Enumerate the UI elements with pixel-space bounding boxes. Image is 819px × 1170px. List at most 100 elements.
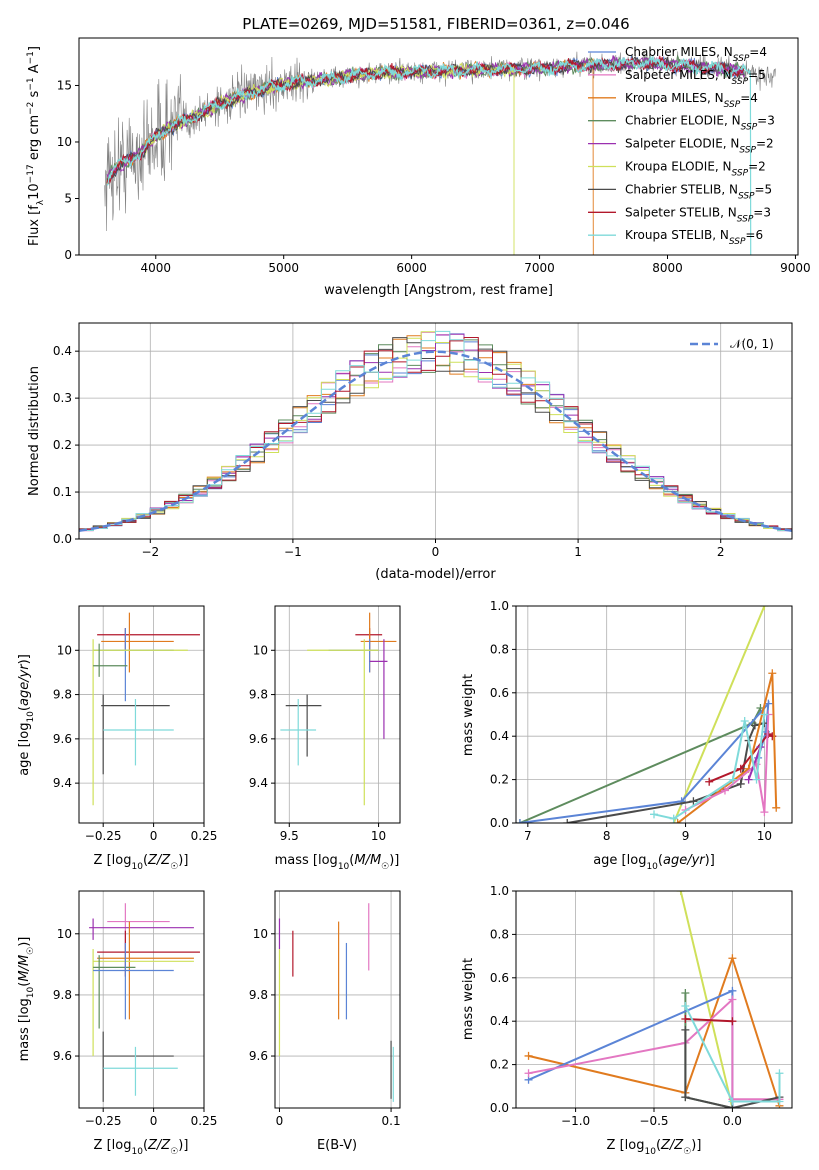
mass-weight-marker <box>563 819 572 823</box>
model-spectrum <box>106 54 752 255</box>
y-tick-label: 0.8 <box>490 642 509 656</box>
plot-background <box>516 606 792 823</box>
mass-weight-marker <box>752 775 761 784</box>
mass-weight-marker <box>728 954 737 963</box>
y-tick-label: 0.4 <box>490 1014 509 1028</box>
mass-weight-marker <box>750 721 759 730</box>
x-tick-label: −0.5 <box>639 1114 668 1128</box>
axes-frame <box>78 890 205 1109</box>
model-spectrum <box>145 62 515 255</box>
y-tick-label: 0 <box>64 248 72 262</box>
y-tick-label: 9.4 <box>249 776 268 790</box>
legend-label: Kroupa MILES, NSSP=4 <box>625 91 758 110</box>
plot-area <box>104 50 777 255</box>
mass-weight-marker <box>728 986 737 995</box>
axes-frame <box>78 37 799 256</box>
mass-weight-line <box>684 1029 780 1108</box>
mass-weight-marker <box>775 1097 784 1106</box>
plot-area <box>524 891 784 1108</box>
y-tick-label: 1.0 <box>490 599 509 613</box>
mass-weight-marker <box>689 797 698 806</box>
y-tick-label: 0.4 <box>53 344 72 358</box>
plot-residuals: −2 −1 0 1 2 0.0 0.1 0.2 0.3 0.4 (data-model)/error… <box>27 322 793 582</box>
x-tick-label: 7000 <box>524 261 555 275</box>
legend: Chabrier MILES, NSSP=4 Salpeter MILES, NS… <box>588 45 775 247</box>
x-tick-label: −1.0 <box>561 1114 590 1128</box>
mass-weight-marker <box>650 810 658 819</box>
y-tick-label: 1.0 <box>490 884 509 898</box>
plots-layer: 4000 5000 6000 7000 8000 9000051015wavelength… <box>17 37 811 1157</box>
x-tick-label: 10 <box>371 829 386 843</box>
gaussian-curve <box>79 350 792 533</box>
y-tick-label: 10 <box>57 643 72 657</box>
mass-weight-line <box>528 955 781 1107</box>
y-tick-label: 9.4 <box>53 776 72 790</box>
mass-weight-line <box>747 746 762 780</box>
plot-mass-vs-EBV: 0 0.1 9.6 9.8 10 E(B-V) <box>249 890 401 1153</box>
y-tick-label: 0.6 <box>490 971 509 985</box>
y-tick-label: 9.6 <box>53 1049 72 1063</box>
x-tick-label: 2 <box>717 545 725 559</box>
plot-age-vs-Z: −0.25 0 0.25 9.4 9.6 9.8 10 Z [log10(Z/Z☉)] age … <box>17 605 217 872</box>
axes-frame <box>274 890 401 1109</box>
plot-background <box>79 891 204 1108</box>
axes-frame <box>274 605 401 824</box>
mass-weight-line <box>708 732 773 783</box>
x-tick-label: −1 <box>284 545 302 559</box>
mass-weight-line <box>672 606 766 823</box>
plot-spectrum: 4000 5000 6000 7000 8000 9000 0 5 10 15 wavelength… <box>26 37 811 298</box>
x-tick-label: 9 <box>682 829 690 843</box>
y-axis-label: age [log10(age/yr)] <box>17 654 36 776</box>
legend-label: Kroupa STELIB, NSSP=6 <box>625 228 763 247</box>
mass-weight-marker <box>768 669 777 678</box>
x-tick-label: −0.25 <box>85 1114 122 1128</box>
x-axis-label: (data-model)/error <box>375 567 496 582</box>
y-tick-label: 0.0 <box>490 1101 509 1115</box>
x-axis-label: Z [log10(Z/Z☉)] <box>607 1138 702 1157</box>
x-tick-label: 0 <box>276 1114 284 1128</box>
mass-weight-line <box>679 891 734 1108</box>
mass-weight-marker <box>681 1093 690 1102</box>
x-tick-label: 0 <box>150 829 158 843</box>
legend-label: Salpeter ELODIE, NSSP=2 <box>625 137 774 156</box>
x-axis-label: Z [log10(Z/Z☉)] <box>94 1138 189 1157</box>
mass-weight-marker <box>728 775 737 784</box>
mass-weight-marker <box>772 803 781 812</box>
x-tick-label: 0.0 <box>723 1114 742 1128</box>
mass-weight-marker <box>775 1069 784 1078</box>
mass-weight-marker <box>728 1097 737 1106</box>
x-tick-label: −2 <box>141 545 159 559</box>
y-axis-label: mass weight <box>461 674 476 756</box>
legend-label: Chabrier STELIB, NSSP=5 <box>625 182 772 201</box>
mass-weight-marker <box>524 1051 533 1060</box>
y-tick-label: 0.2 <box>490 1058 509 1072</box>
x-tick-label: 9000 <box>780 261 811 275</box>
y-tick-label: 10 <box>57 135 72 149</box>
plot-background <box>275 606 400 823</box>
y-tick-label: 9.8 <box>249 988 268 1002</box>
y-tick-label: 0.0 <box>53 532 72 546</box>
mass-weight-line <box>653 714 766 820</box>
legend-label: Salpeter MILES, NSSP=5 <box>625 68 766 87</box>
plot-area <box>280 612 397 806</box>
y-tick-label: 9.6 <box>53 732 72 746</box>
plot-area <box>92 612 200 806</box>
x-axis-label: wavelength [Angstrom, rest frame] <box>324 283 553 298</box>
mass-weight-marker <box>681 1015 690 1024</box>
y-tick-label: 9.8 <box>53 688 72 702</box>
mass-weight-marker <box>681 988 690 997</box>
mass-weight-marker <box>728 995 737 1004</box>
x-axis-label: E(B-V) <box>317 1138 357 1153</box>
x-tick-label: 7 <box>524 829 532 843</box>
mass-weight-marker <box>736 779 745 788</box>
y-tick-label: 5 <box>64 191 72 205</box>
plot-background <box>275 891 400 1108</box>
legend-label: 𝒩(0, 1) <box>730 337 774 351</box>
x-tick-label: 8 <box>603 829 611 843</box>
y-tick-label: 0.2 <box>53 438 72 452</box>
y-tick-label: 0.1 <box>53 485 72 499</box>
axes-frame <box>78 605 205 824</box>
x-tick-label: 1 <box>574 545 582 559</box>
mass-weight-marker <box>740 717 749 726</box>
